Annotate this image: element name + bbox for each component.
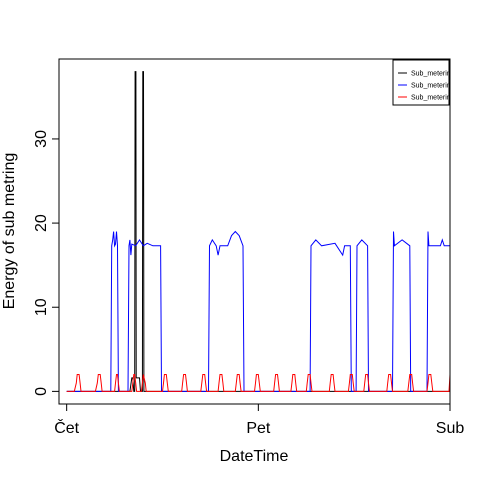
y-tick-label: 0 [33, 387, 50, 396]
x-tick-label: Pet [246, 420, 271, 437]
y-tick-label: 10 [33, 298, 50, 316]
series-line-1 [66, 71, 450, 392]
series-layer [66, 71, 451, 392]
y-axis: 0 10 20 30 [33, 130, 60, 396]
series-line-3 [66, 374, 451, 392]
x-tick-label: Sub [436, 420, 465, 437]
legend: Sub_meterin Sub_meterin Sub_meterin [392, 59, 451, 106]
legend-label: Sub_meterin [411, 83, 451, 90]
y-tick-label: 30 [33, 130, 50, 148]
x-tick-label: Čet [54, 418, 79, 437]
y-axis-label: Energy of sub metring [1, 153, 18, 310]
legend-label: Sub_meterin [411, 95, 451, 102]
y-tick-label: 20 [33, 214, 50, 232]
legend-label: Sub_meterin [411, 71, 451, 78]
x-axis: Čet Pet Sub [54, 403, 465, 437]
x-axis-label: DateTime [220, 448, 289, 465]
